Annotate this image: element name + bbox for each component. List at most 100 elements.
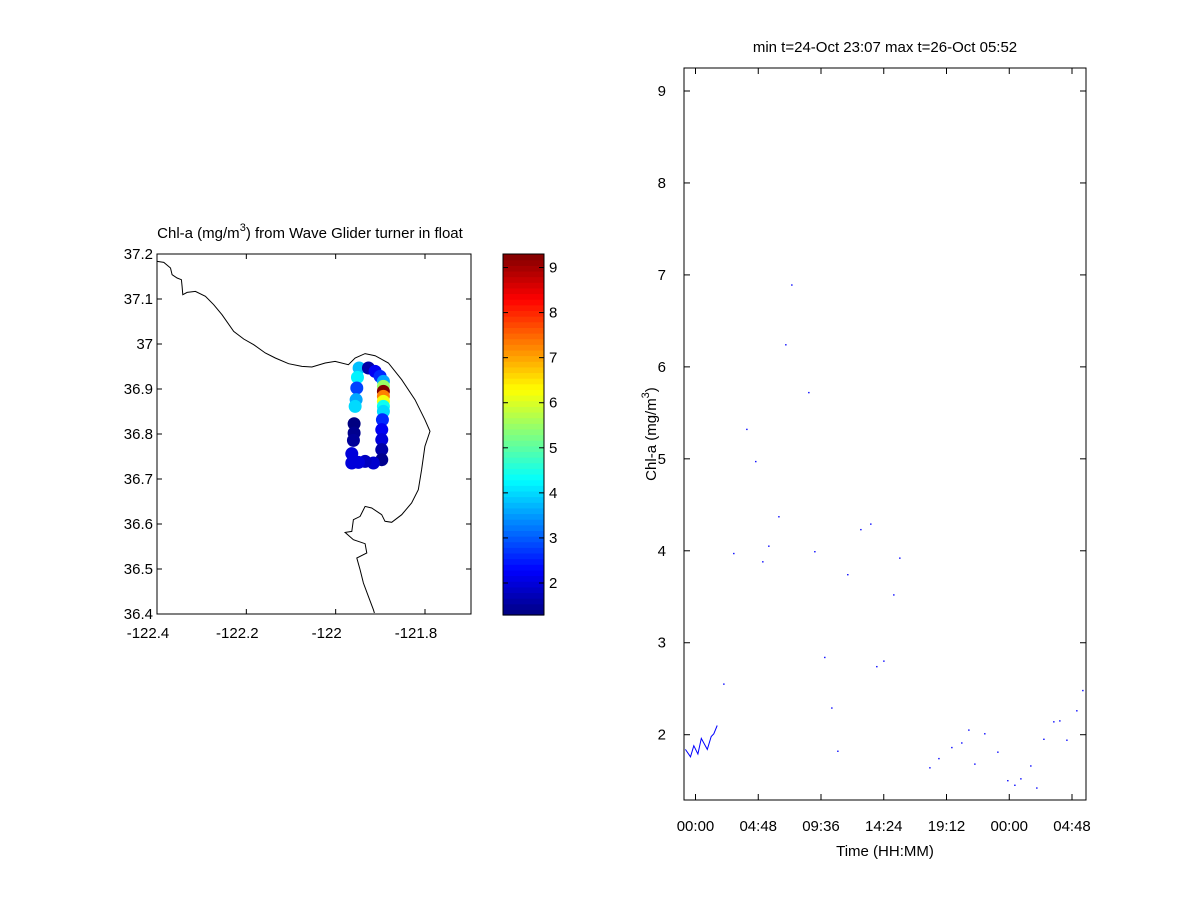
colorbar-swatch	[503, 276, 544, 283]
colorbar-swatch	[503, 338, 544, 345]
chl-data-point	[1007, 779, 1009, 782]
map-ytick-label: 36.9	[124, 381, 153, 398]
ts-xtick-label: 04:48	[739, 818, 777, 835]
colorbar-swatch	[503, 389, 544, 396]
colorbar-swatch	[503, 547, 544, 554]
colorbar-swatch	[503, 536, 544, 543]
map-ytick-label: 36.8	[124, 426, 153, 443]
chl-data-point	[1030, 765, 1032, 767]
chl-data-point	[831, 707, 833, 709]
chl-data-point	[1066, 739, 1068, 741]
glider-point	[350, 381, 364, 395]
ts-ytick-label: 5	[658, 451, 666, 468]
timeseries-xlabel: Time (HH:MM)	[836, 843, 934, 860]
colorbar-tick-label: 4	[549, 485, 557, 502]
colorbar-swatch	[503, 316, 544, 323]
chl-data-point	[1076, 710, 1078, 712]
ts-ytick-label: 4	[658, 543, 666, 560]
map-axes: -122.4 -122.2 -122 -121.8 36.4 36.5 36.6 36.7 36…	[124, 246, 472, 642]
map-plot-area	[157, 254, 471, 614]
chl-data-point	[837, 750, 839, 752]
colorbar-swatch	[503, 282, 544, 289]
colorbar-swatch	[503, 327, 544, 334]
map-ytick-label: 36.4	[124, 606, 153, 623]
chl-data-point	[762, 561, 764, 563]
glider-point	[347, 417, 361, 431]
glider-point	[375, 443, 389, 457]
chl-data-point	[778, 516, 780, 518]
chl-data-point	[876, 665, 878, 668]
colorbar-swatch	[503, 581, 544, 588]
colorbar-box	[502, 253, 545, 616]
colorbar-swatch	[503, 609, 544, 616]
colorbar-swatch	[503, 293, 544, 300]
map-ytick-label: 37.2	[124, 246, 153, 263]
colorbar-tick-label: 7	[549, 350, 557, 367]
colorbar-tick-label: 8	[549, 305, 557, 322]
timeseries-axes-box	[683, 67, 1087, 801]
chl-data-point	[951, 746, 953, 749]
colorbar-swatch	[503, 451, 544, 458]
map-title-sup: 3	[240, 222, 246, 234]
colorbar-swatch	[503, 406, 544, 413]
colorbar-swatch	[503, 344, 544, 351]
colorbar-swatch	[503, 558, 544, 565]
colorbar-swatch	[503, 411, 544, 419]
colorbar-swatch	[503, 462, 544, 469]
chl-data-point	[814, 551, 816, 553]
ts-xtick-label: 04:48	[1053, 818, 1091, 835]
colorbar-swatch	[503, 304, 544, 312]
colorbar-swatch	[503, 530, 544, 537]
ts-ytick-label: 2	[658, 727, 666, 744]
chl-data-point	[746, 428, 748, 431]
colorbar-swatch	[503, 502, 544, 509]
colorbar-swatch	[503, 259, 544, 266]
map-xtick-label: -121.8	[395, 625, 438, 642]
chl-data-point	[824, 656, 826, 659]
chl-data-point	[974, 763, 976, 765]
chl-data-point	[883, 660, 885, 662]
glider-point	[375, 423, 389, 437]
colorbar-swatch	[503, 423, 544, 430]
colorbar-swatch	[503, 569, 544, 577]
colorbar-swatch	[503, 603, 544, 610]
colorbar-swatch	[503, 417, 544, 424]
colorbar-swatch	[503, 457, 544, 464]
glider-point	[375, 433, 389, 447]
chl-data-point	[1059, 720, 1061, 722]
ylabel-sup: 3	[640, 392, 652, 398]
chl-data-point	[997, 751, 999, 753]
colorbar-swatch	[503, 490, 544, 498]
timeseries-title: min t=24-Oct 23:07 max t=26-Oct 05:52	[753, 39, 1017, 56]
timeseries-axes: 00:00 04:48 09:36 14:24 19:12 00:00 04:48 2 3 4 5 6…	[658, 67, 1091, 835]
ylabel-suffix: )	[643, 387, 660, 392]
colorbar-swatch	[503, 524, 544, 531]
colorbar-swatch	[503, 564, 544, 571]
colorbar-swatch	[503, 519, 544, 526]
colorbar-swatch	[503, 310, 544, 317]
colorbar-tick-label: 5	[549, 440, 557, 457]
chl-data-point	[860, 528, 862, 531]
ts-ytick-label: 3	[658, 635, 666, 652]
colorbar-swatch	[503, 468, 544, 475]
colorbar-swatch	[503, 552, 544, 560]
chl-data-point	[847, 573, 849, 576]
colorbar-swatch	[503, 434, 544, 441]
map-title-prefix: Chl-a (mg/m	[157, 225, 240, 242]
colorbar: 2 3 4 5 6 7 8 9	[502, 253, 557, 616]
glider-point	[346, 433, 360, 447]
colorbar-swatch	[503, 479, 544, 486]
chl-data-point	[1053, 721, 1055, 723]
colorbar-swatch	[503, 361, 544, 368]
colorbar-swatch	[503, 383, 544, 390]
chl-data-point	[1036, 787, 1038, 789]
colorbar-swatch	[503, 575, 544, 582]
colorbar-swatch	[503, 513, 544, 520]
colorbar-swatch	[503, 299, 544, 306]
chl-data-point	[1014, 784, 1016, 786]
colorbar-tick-label: 3	[549, 530, 557, 547]
glider-point	[345, 456, 359, 470]
colorbar-swatch	[503, 428, 544, 436]
map-xtick-label: -122.2	[216, 625, 259, 642]
colorbar-swatch	[503, 598, 544, 605]
